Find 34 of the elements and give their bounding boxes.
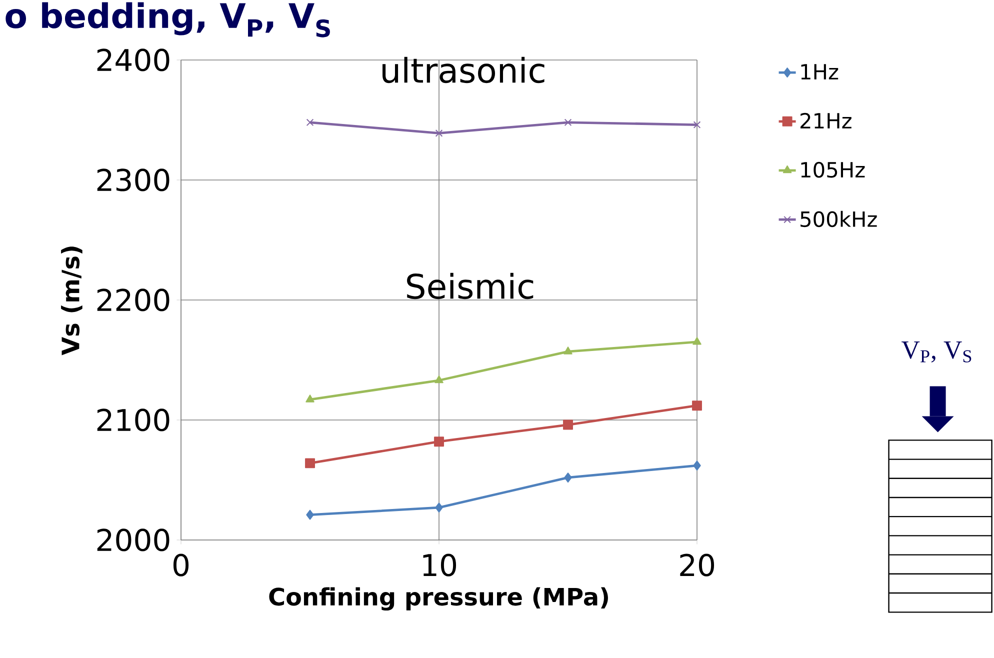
legend-label: 21Hz xyxy=(800,112,852,128)
point xyxy=(306,394,314,402)
annotation: ultrasonic xyxy=(382,56,544,84)
x-axis-title: Confining pressure (MPa) xyxy=(269,587,608,611)
annotation: Seismic xyxy=(407,272,534,300)
point xyxy=(305,458,315,468)
y-tick-label: 2100 xyxy=(97,408,170,432)
chart-title: o bedding, V$_{P}$, V$_{S}$ xyxy=(6,2,330,38)
y-axis-title: Vs (m/s) xyxy=(61,246,82,356)
x-tick-label: 0 xyxy=(173,554,189,576)
point xyxy=(434,436,444,447)
point xyxy=(434,375,444,384)
x-tick-label: 20 xyxy=(680,554,714,576)
point xyxy=(692,337,702,345)
text: V$_{P}$, V$_{S}$ xyxy=(902,342,972,362)
point xyxy=(564,472,572,483)
y-tick-label: 2300 xyxy=(97,168,170,192)
point xyxy=(306,510,314,520)
point xyxy=(564,346,572,354)
y-tick-label: 2000 xyxy=(97,528,170,552)
point xyxy=(693,460,701,471)
legend-label: 105Hz xyxy=(801,162,865,178)
point xyxy=(306,118,314,126)
y-tick-label: 2400 xyxy=(97,48,170,72)
x-tick-label: 10 xyxy=(423,554,456,576)
legend-label: 500kHz xyxy=(800,210,877,228)
point xyxy=(435,502,443,513)
y-tick-label: 2200 xyxy=(97,288,170,312)
point xyxy=(693,121,701,128)
point xyxy=(435,130,443,137)
legend-label: 1Hz xyxy=(801,64,838,80)
point xyxy=(692,400,702,411)
point xyxy=(564,118,572,126)
point xyxy=(563,420,573,430)
